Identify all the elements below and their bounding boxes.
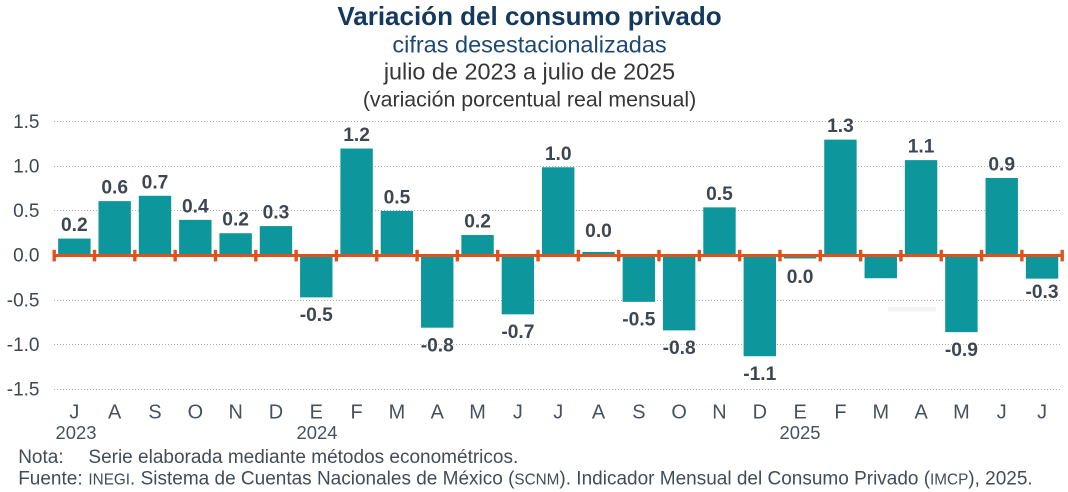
svg-text:O: O <box>671 401 686 423</box>
svg-text:2024: 2024 <box>297 422 338 443</box>
svg-text:-1.5: -1.5 <box>7 379 40 400</box>
svg-text:Fuente:: Fuente: <box>18 469 82 490</box>
svg-text:0.2: 0.2 <box>464 212 491 233</box>
svg-text:J: J <box>513 401 523 423</box>
svg-text:cifras desestacionalizadas: cifras desestacionalizadas <box>392 31 666 57</box>
svg-text:A: A <box>592 401 606 423</box>
svg-text:0.0: 0.0 <box>787 267 814 288</box>
svg-text:0.7: 0.7 <box>142 172 169 193</box>
svg-text:1.0: 1.0 <box>13 157 39 178</box>
svg-text:(variación porcentual real men: (variación porcentual real mensual) <box>363 88 696 112</box>
svg-text:), 2025.: ), 2025. <box>968 469 1032 490</box>
svg-text:2023: 2023 <box>56 422 97 443</box>
svg-text:J: J <box>997 401 1007 423</box>
svg-text:M: M <box>469 401 486 423</box>
svg-text:J: J <box>1037 401 1047 423</box>
svg-text:J: J <box>553 401 563 423</box>
svg-text:F: F <box>834 401 846 423</box>
svg-text:-0.8: -0.8 <box>421 336 454 357</box>
svg-text:Variación del consumo privado: Variación del consumo privado <box>337 1 721 31</box>
svg-text:). Indicador Mensual del Consu: ). Indicador Mensual del Consumo Privado… <box>559 469 930 490</box>
svg-text:Serie elaborada mediante métod: Serie elaborada mediante métodos economé… <box>88 447 518 468</box>
svg-text:-0.3: -0.3 <box>1026 282 1059 303</box>
svg-text:-0.5: -0.5 <box>300 305 333 326</box>
svg-text:1.1: 1.1 <box>908 137 935 158</box>
svg-text:F: F <box>351 401 363 423</box>
svg-text:A: A <box>431 401 445 423</box>
svg-text:E: E <box>310 401 323 423</box>
svg-text:0.3: 0.3 <box>263 203 290 224</box>
svg-text:-0.7: -0.7 <box>501 322 534 343</box>
svg-text:A: A <box>914 401 928 423</box>
svg-text:-1.0: -1.0 <box>7 335 40 356</box>
svg-text:A: A <box>108 401 122 423</box>
svg-text:2025: 2025 <box>780 422 821 443</box>
svg-text:0.0: 0.0 <box>13 246 39 267</box>
svg-text:0.5: 0.5 <box>706 184 733 205</box>
svg-text:D: D <box>753 401 767 423</box>
svg-text:0.6: 0.6 <box>101 178 128 199</box>
svg-text:IMCP: IMCP <box>930 472 968 489</box>
svg-text:1.2: 1.2 <box>343 125 370 146</box>
svg-text:1.3: 1.3 <box>827 116 854 137</box>
svg-text:E: E <box>793 401 806 423</box>
svg-text:N: N <box>228 401 242 423</box>
svg-text:. Sistema de Cuentas Nacionale: . Sistema de Cuentas Nacionales de Méxic… <box>130 469 515 490</box>
svg-text:J: J <box>69 401 79 423</box>
svg-text:0.2: 0.2 <box>222 210 249 231</box>
svg-text:N: N <box>712 401 726 423</box>
svg-text:-0.9: -0.9 <box>945 340 978 361</box>
svg-text:M: M <box>872 401 889 423</box>
svg-text:julio de 2023 a julio de 2025: julio de 2023 a julio de 2025 <box>383 59 675 85</box>
svg-text:S: S <box>632 401 645 423</box>
svg-text:M: M <box>389 401 406 423</box>
svg-text:0.0: 0.0 <box>585 221 612 242</box>
svg-text:-0.5: -0.5 <box>7 290 40 311</box>
svg-text:0.5: 0.5 <box>13 201 39 222</box>
svg-text:-0.8: -0.8 <box>663 338 696 359</box>
svg-text:S: S <box>148 401 161 423</box>
svg-text:0.5: 0.5 <box>384 187 411 208</box>
svg-text:1.5: 1.5 <box>13 112 39 133</box>
svg-text:0.9: 0.9 <box>988 154 1015 175</box>
svg-text:M: M <box>953 401 970 423</box>
svg-text:-0.5: -0.5 <box>622 310 655 331</box>
svg-text:D: D <box>269 401 283 423</box>
svg-text:0.2: 0.2 <box>61 215 88 236</box>
svg-text:O: O <box>188 401 203 423</box>
svg-text:SCNM: SCNM <box>514 472 559 489</box>
svg-text:INEGI: INEGI <box>88 472 130 489</box>
svg-text:1.0: 1.0 <box>545 144 572 165</box>
svg-text:Nota:: Nota: <box>18 447 63 468</box>
svg-text:0.4: 0.4 <box>182 196 209 217</box>
svg-text:-1.1: -1.1 <box>743 364 776 385</box>
